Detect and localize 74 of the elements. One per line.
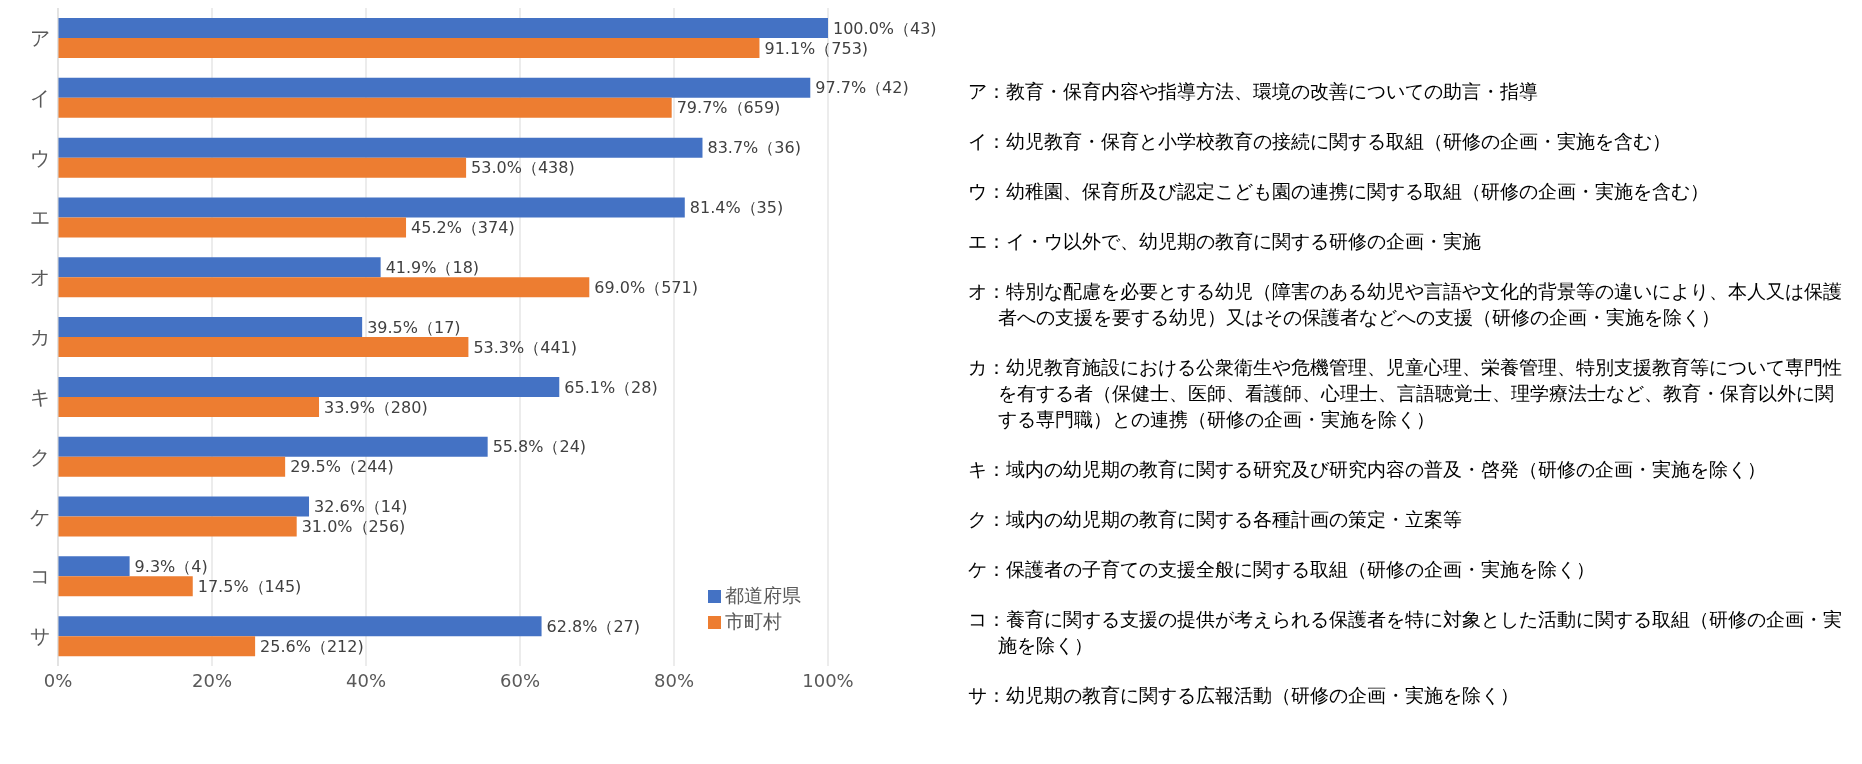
data-label: 33.9%（280) — [324, 397, 428, 417]
data-label: 41.9%（18) — [385, 257, 480, 277]
bar — [58, 217, 407, 238]
bar — [58, 396, 320, 417]
bar — [58, 77, 811, 98]
x-tick-label: 60% — [499, 669, 541, 691]
data-label: 83.7%（36) — [707, 138, 801, 158]
bar — [58, 636, 256, 657]
y-tick-label: ク — [30, 444, 50, 469]
bar — [58, 157, 467, 178]
y-tick-label: カ — [30, 325, 50, 350]
x-tick-label: 0% — [43, 669, 73, 691]
text: ク：域内の幼児期の教育に関する各種計画の策定・立案等 — [968, 507, 1463, 532]
legend-label: 都道府県 — [725, 584, 801, 606]
data-label: 69.0%（571) — [594, 277, 698, 297]
bar — [58, 516, 297, 537]
bar — [58, 317, 363, 338]
data-label: 79.7%（659) — [676, 98, 781, 118]
data-label: 9.3%（4) — [134, 557, 208, 577]
data-label: 53.0%（438) — [471, 158, 575, 178]
y-tick-label: エ — [30, 205, 50, 230]
bar — [58, 18, 828, 38]
y-tick-label: サ — [30, 624, 50, 649]
data-label: 91.1%（753) — [764, 38, 869, 58]
data-label: 29.5%（244) — [290, 457, 394, 477]
text: サ：幼児期の教育に関する広報活動（研修の企画・実施を除く） — [968, 683, 1520, 708]
data-label: 55.8%（24) — [492, 437, 587, 457]
text: カ：幼児教育施設における公衆衛生や危機管理、児童心理、栄養管理、特別支援教育等について専門性を有する者（保健士、医師、看護師、心理士、言語聴覚士、理学療法士など、教育・保育以外に関する専門職）との連携（研修の企画・実施を除く） — [968, 355, 1843, 432]
data-label: 53.3%（441) — [473, 337, 578, 357]
text: ウ：幼稚園、保育所及び認定こども園の連携に関する取組（研修の企画・実施を含む） — [968, 179, 1710, 204]
y-tick-label: オ — [30, 265, 50, 290]
x-tick-label: 80% — [653, 669, 695, 691]
data-label: 45.2%（374) — [411, 218, 515, 238]
bar — [58, 197, 685, 218]
legend-label: 市町村 — [725, 610, 782, 632]
bar — [58, 436, 488, 457]
data-label: 62.8%（27) — [546, 616, 640, 636]
y-tick-label: イ — [30, 85, 50, 110]
data-label: 31.0%（256) — [301, 517, 406, 537]
text: コ：養育に関する支援の提供が考えられる保護者を特に対象とした活動に関する取組（研修の企画・実施を除く） — [968, 607, 1843, 658]
y-tick-label: ウ — [30, 145, 50, 170]
bar — [58, 496, 310, 517]
bar — [58, 38, 760, 58]
bar — [58, 576, 193, 597]
bar — [58, 97, 672, 118]
bar — [58, 137, 703, 158]
data-label: 65.1%（28) — [564, 377, 658, 397]
data-label: 17.5%（145) — [197, 577, 302, 597]
data-label: 39.5%（17) — [367, 317, 461, 337]
data-label: 81.4%（35) — [689, 198, 784, 218]
bar — [58, 376, 560, 397]
y-tick-label: ケ — [30, 504, 50, 529]
x-tick-label: 40% — [345, 669, 387, 691]
bar — [58, 456, 286, 477]
data-label: 97.7%（42) — [815, 78, 909, 98]
text: オ：特別な配慮を必要とする幼児（障害のある幼児や言語や文化的背景等の違いにより、本人又は保護者への支援を要する幼児）又はその保護者などへの支援（研修の企画・実施を除く） — [968, 279, 1843, 330]
data-label: 32.6%（14) — [314, 497, 408, 517]
bar — [58, 277, 590, 298]
text: キ：域内の幼児期の教育に関する研究及び研究内容の普及・啓発（研修の企画・実施を除く） — [968, 457, 1767, 482]
text: エ：イ・ウ以外で、幼児期の教育に関する研修の企画・実施 — [968, 229, 1482, 254]
x-tick-label: 100% — [802, 669, 854, 691]
y-tick-label: キ — [30, 384, 50, 409]
text: イ：幼児教育・保育と小学校教育の接続に関する取組（研修の企画・実施を含む） — [968, 129, 1672, 154]
data-label: 100.0%（43) — [833, 18, 937, 38]
y-tick-label: ア — [30, 26, 50, 51]
text: ケ：保護者の子育ての支援全般に関する取組（研修の企画・実施を除く） — [968, 557, 1596, 582]
bar — [58, 257, 381, 278]
bar — [58, 556, 130, 577]
bar — [58, 337, 469, 358]
text: ア：教育・保育内容や指導方法、環境の改善についての助言・指導 — [968, 79, 1539, 104]
bar — [58, 616, 542, 637]
data-label: 25.6%（212) — [260, 636, 364, 656]
y-tick-label: コ — [30, 564, 50, 589]
x-tick-label: 20% — [191, 669, 233, 691]
